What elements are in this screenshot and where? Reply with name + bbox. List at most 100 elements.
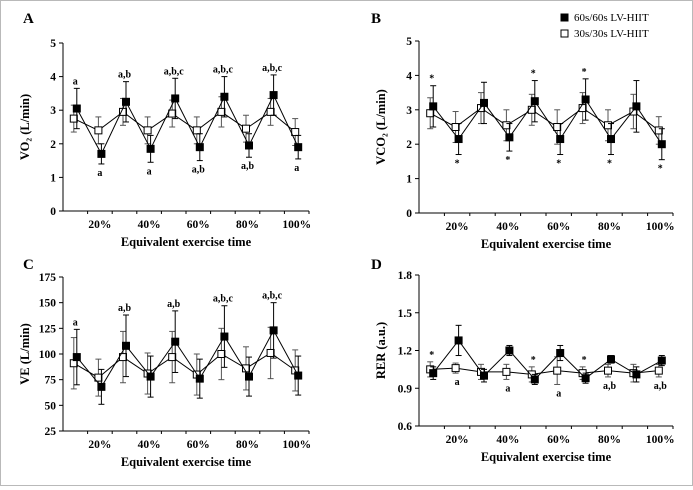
data-point <box>245 372 253 381</box>
y-tick-label: 75 <box>45 375 57 387</box>
y-tick-label: 5 <box>50 38 56 50</box>
y-tick-label: 3 <box>406 105 412 117</box>
x-axis-title: Equivalent exercise time <box>121 235 252 249</box>
significance-label: a,b,c <box>213 294 234 305</box>
data-point <box>192 126 201 135</box>
panel-letter: B <box>371 11 381 27</box>
data-point <box>146 372 155 381</box>
y-tick-label: 100 <box>39 349 57 361</box>
data-point <box>581 95 590 104</box>
data-point <box>171 337 180 346</box>
x-tick-label: 100% <box>282 439 311 451</box>
data-point <box>266 107 275 116</box>
data-point <box>97 382 106 391</box>
significance-label: a,b <box>167 299 181 310</box>
y-tick-label: 0 <box>50 206 56 218</box>
panel-letter: C <box>23 257 34 273</box>
x-tick-label: 100% <box>646 434 675 446</box>
data-point <box>294 143 303 152</box>
y-tick-label: 1 <box>406 174 412 186</box>
y-tick-label: 1.5 <box>398 308 413 320</box>
data-point <box>195 143 204 152</box>
significance-label: a,b <box>118 70 132 81</box>
data-point <box>581 374 590 383</box>
y-tick-label: 3 <box>50 105 56 117</box>
x-tick-label: 60% <box>547 221 570 233</box>
data-point <box>604 121 612 130</box>
significance-label: * <box>556 159 561 170</box>
series-60s-60s <box>429 78 666 161</box>
data-point <box>72 353 81 362</box>
data-point <box>429 102 438 111</box>
panel-letter: D <box>371 257 382 273</box>
significance-label: a <box>455 377 460 388</box>
data-point <box>269 91 278 100</box>
data-point <box>294 371 303 380</box>
legend-marker-open <box>560 29 569 38</box>
data-point <box>657 356 666 365</box>
data-point <box>220 92 229 101</box>
y-axis-title: VO₂ (L/min) <box>18 94 32 160</box>
panel-letter: A <box>23 11 34 27</box>
data-point <box>220 332 229 341</box>
significance-label: a,b,c <box>262 63 283 74</box>
x-tick-label: 100% <box>282 219 311 231</box>
significance-label: a,b <box>603 381 617 392</box>
x-axis-title: Equivalent exercise time <box>481 237 612 251</box>
data-point <box>502 121 511 130</box>
data-point <box>426 109 435 118</box>
data-point <box>69 114 78 123</box>
data-point <box>266 348 275 357</box>
data-point <box>146 144 155 153</box>
y-tick-label: 1 <box>50 172 56 184</box>
significance-label: a <box>294 163 299 174</box>
data-point <box>454 135 463 144</box>
data-point <box>632 102 641 111</box>
data-point <box>269 326 278 335</box>
data-point <box>94 126 103 135</box>
data-point <box>195 374 204 383</box>
significance-label: a <box>73 76 78 87</box>
significance-label: a <box>97 168 102 179</box>
x-tick-label: 80% <box>236 439 259 451</box>
data-point <box>480 371 488 380</box>
y-tick-label: 150 <box>39 298 57 310</box>
data-point <box>530 375 539 384</box>
significance-label: a <box>73 317 78 328</box>
y-axis-title: RER (a.u.) <box>374 322 388 379</box>
panel-c: C 25 50 75 100 125 150 175 20% 40% 60% 80% 100% Equiv… <box>18 257 311 469</box>
panel-a: A 0 1 2 3 4 5 20% 40% 60% 80% 100% Equivalent exerci… <box>18 11 311 249</box>
significance-label: * <box>531 355 536 366</box>
series-line <box>432 339 663 381</box>
y-tick-label: 4 <box>50 72 56 84</box>
x-tick-label: 80% <box>598 434 621 446</box>
y-tick-label: 5 <box>406 36 412 48</box>
y-tick-label: 4 <box>406 70 412 82</box>
y-tick-label: 2 <box>50 139 56 151</box>
data-point <box>553 123 562 131</box>
x-axis-title: Equivalent exercise time <box>121 455 252 469</box>
data-point <box>553 366 562 375</box>
x-axis-title: Equivalent exercise time <box>481 450 612 464</box>
series-line <box>76 93 299 156</box>
y-tick-label: 175 <box>39 272 57 284</box>
data-point <box>480 98 488 107</box>
significance-label: a,b,c <box>213 65 234 76</box>
data-point <box>556 135 565 144</box>
data-point <box>632 370 641 379</box>
data-point <box>171 94 180 103</box>
data-point <box>530 97 539 106</box>
significance-label: * <box>429 350 434 361</box>
x-tick-label: 60% <box>547 434 570 446</box>
significance-label: * <box>531 69 536 80</box>
x-tick-label: 40% <box>496 434 519 446</box>
significance-label: * <box>455 159 460 170</box>
significance-label: a <box>505 383 510 394</box>
series-60s-60s <box>429 324 666 385</box>
data-point <box>654 366 663 375</box>
significance-label: a,b,c <box>164 66 185 77</box>
significance-label: a <box>147 166 152 177</box>
data-point <box>217 107 226 116</box>
